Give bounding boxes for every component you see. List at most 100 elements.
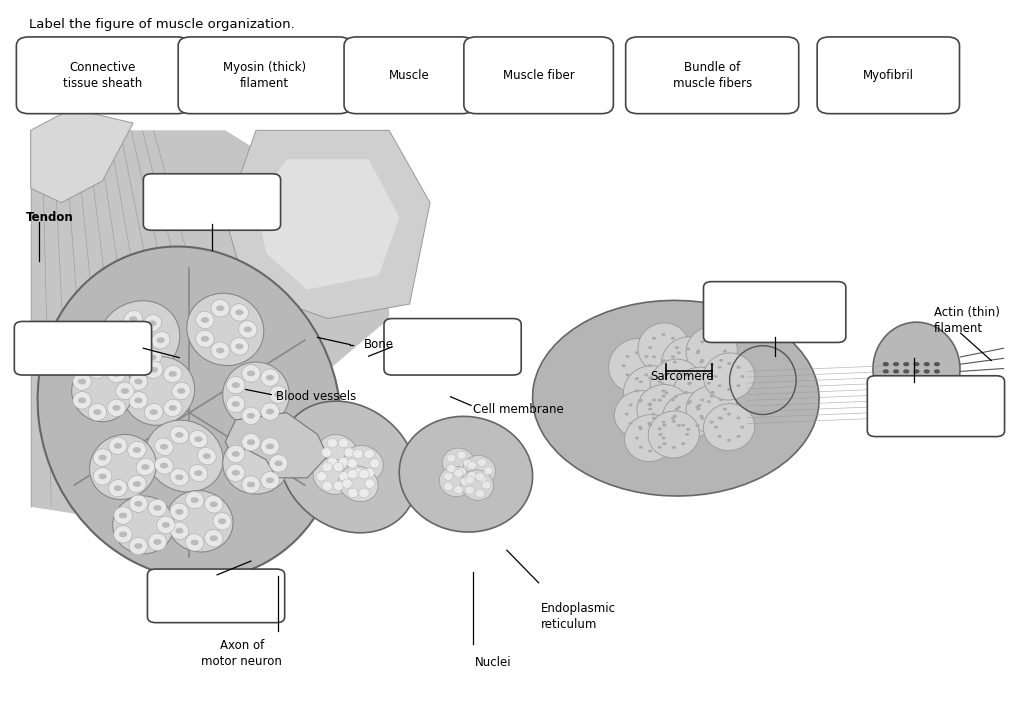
Circle shape xyxy=(134,397,142,403)
Circle shape xyxy=(740,375,744,378)
Text: Cell membrane: Cell membrane xyxy=(473,403,564,416)
Ellipse shape xyxy=(93,449,112,466)
Circle shape xyxy=(231,382,240,388)
Ellipse shape xyxy=(196,330,214,348)
Ellipse shape xyxy=(872,322,961,416)
Ellipse shape xyxy=(89,434,157,500)
Ellipse shape xyxy=(198,447,216,465)
Ellipse shape xyxy=(442,448,475,479)
Circle shape xyxy=(663,424,667,426)
Circle shape xyxy=(727,388,731,391)
Ellipse shape xyxy=(457,468,466,476)
Ellipse shape xyxy=(172,382,190,400)
Ellipse shape xyxy=(124,353,142,370)
Ellipse shape xyxy=(73,373,91,390)
Ellipse shape xyxy=(88,361,106,379)
Ellipse shape xyxy=(226,395,245,413)
Circle shape xyxy=(686,428,690,431)
Circle shape xyxy=(699,361,703,363)
Circle shape xyxy=(718,384,722,387)
Ellipse shape xyxy=(481,481,492,489)
Circle shape xyxy=(121,388,129,394)
Ellipse shape xyxy=(242,476,260,493)
Ellipse shape xyxy=(328,457,338,466)
Circle shape xyxy=(672,446,676,449)
Circle shape xyxy=(652,398,656,401)
Ellipse shape xyxy=(454,469,463,477)
Ellipse shape xyxy=(269,455,288,472)
Ellipse shape xyxy=(205,529,223,547)
Ellipse shape xyxy=(143,349,162,366)
Circle shape xyxy=(647,403,651,406)
Ellipse shape xyxy=(170,468,188,486)
Ellipse shape xyxy=(148,500,167,517)
Ellipse shape xyxy=(129,392,147,409)
Circle shape xyxy=(635,437,639,439)
Circle shape xyxy=(201,336,209,342)
Circle shape xyxy=(695,370,699,373)
Ellipse shape xyxy=(365,468,375,477)
Ellipse shape xyxy=(123,357,195,425)
Circle shape xyxy=(133,447,141,453)
Circle shape xyxy=(883,391,889,395)
Circle shape xyxy=(195,470,203,476)
Circle shape xyxy=(700,398,705,401)
Circle shape xyxy=(160,463,168,468)
Ellipse shape xyxy=(211,300,229,317)
Circle shape xyxy=(903,369,909,374)
Circle shape xyxy=(677,351,681,354)
Polygon shape xyxy=(225,413,328,478)
Circle shape xyxy=(688,400,692,403)
Circle shape xyxy=(934,376,940,381)
Circle shape xyxy=(98,473,106,479)
Text: Endoplasmic
reticulum: Endoplasmic reticulum xyxy=(541,602,615,631)
Circle shape xyxy=(266,375,274,381)
Ellipse shape xyxy=(38,247,341,578)
Circle shape xyxy=(696,408,700,411)
Circle shape xyxy=(218,518,226,524)
Ellipse shape xyxy=(93,468,112,485)
Text: Muscle fiber: Muscle fiber xyxy=(503,69,574,82)
FancyBboxPatch shape xyxy=(703,282,846,342)
Circle shape xyxy=(727,439,731,442)
Circle shape xyxy=(175,474,183,480)
Ellipse shape xyxy=(261,403,280,420)
Circle shape xyxy=(629,422,633,425)
Ellipse shape xyxy=(157,516,175,534)
Circle shape xyxy=(719,398,723,401)
Ellipse shape xyxy=(614,391,666,437)
Circle shape xyxy=(648,376,652,379)
Circle shape xyxy=(883,362,889,366)
Ellipse shape xyxy=(189,431,208,447)
Circle shape xyxy=(652,337,656,340)
Polygon shape xyxy=(225,130,430,319)
Circle shape xyxy=(903,391,909,395)
Circle shape xyxy=(913,384,920,388)
Ellipse shape xyxy=(673,367,726,418)
Ellipse shape xyxy=(205,496,223,513)
Circle shape xyxy=(686,374,690,376)
Ellipse shape xyxy=(625,415,676,461)
Ellipse shape xyxy=(170,503,188,521)
Circle shape xyxy=(707,400,711,403)
Ellipse shape xyxy=(328,439,338,448)
Polygon shape xyxy=(256,159,399,290)
Ellipse shape xyxy=(230,337,249,355)
Ellipse shape xyxy=(365,450,375,459)
Circle shape xyxy=(934,398,940,403)
Ellipse shape xyxy=(211,342,229,359)
Circle shape xyxy=(150,367,158,373)
Circle shape xyxy=(710,395,714,397)
Ellipse shape xyxy=(318,434,357,471)
Circle shape xyxy=(672,420,676,423)
Ellipse shape xyxy=(186,293,264,366)
Ellipse shape xyxy=(608,339,666,392)
Circle shape xyxy=(934,362,940,366)
Circle shape xyxy=(113,371,121,377)
Circle shape xyxy=(148,354,157,360)
Circle shape xyxy=(934,391,940,395)
Ellipse shape xyxy=(347,470,358,479)
Ellipse shape xyxy=(269,386,288,403)
Circle shape xyxy=(201,317,209,323)
Ellipse shape xyxy=(129,495,147,513)
